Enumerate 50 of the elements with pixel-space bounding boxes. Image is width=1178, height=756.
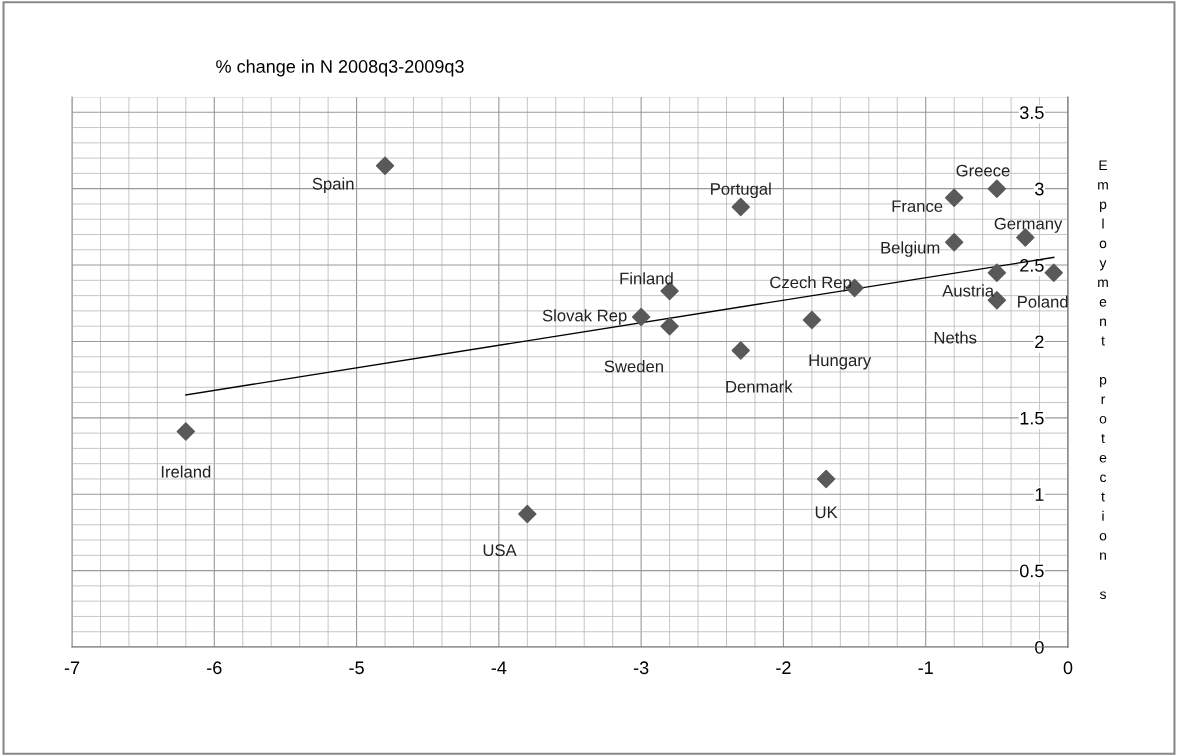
x-tick-label: -7: [64, 661, 80, 674]
chart-title: % change in N 2008q3-2009q3: [216, 59, 464, 77]
x-tick-label: -4: [491, 661, 507, 674]
y-tick-label: 1.5: [1020, 411, 1044, 425]
point: [944, 188, 964, 208]
annotation: Germany: [994, 217, 1063, 233]
annotation: Greece: [956, 164, 1010, 177]
annotation: Portugal: [711, 182, 771, 199]
annotation: UK: [815, 506, 838, 519]
point: [660, 316, 679, 336]
y-tick-label: 1: [1035, 488, 1044, 501]
point: [731, 341, 750, 360]
annotation: Denmark: [726, 380, 793, 393]
y-tick-label: 2: [1035, 335, 1044, 348]
y-tick-label: 3: [1035, 182, 1044, 196]
point: [987, 263, 1007, 282]
point: [944, 232, 964, 252]
point: [731, 197, 750, 217]
y-tick-label: 0: [1035, 640, 1044, 654]
x-tick-label: -5: [349, 661, 364, 675]
point: [176, 422, 196, 441]
annotation: Sweden: [604, 360, 663, 373]
annotation: USA: [483, 544, 517, 557]
annotation: Poland: [1018, 295, 1068, 308]
annotation: Spain: [312, 177, 354, 193]
annotation: Hungary: [809, 354, 872, 370]
x-tick-label: 0: [1063, 661, 1073, 675]
annotation: Czech Rep: [770, 276, 852, 292]
y-tick-label: 2.5: [1020, 258, 1044, 272]
annotation: Finland: [620, 272, 673, 285]
point: [802, 310, 822, 330]
y-tick-label: 3.5: [1019, 106, 1044, 119]
annotation: Neths: [934, 331, 977, 344]
point: [987, 179, 1007, 198]
annotation: Austria: [942, 284, 995, 297]
y-tick-label: 0.5: [1020, 564, 1044, 578]
point: [1044, 263, 1063, 282]
x-tick-label: -1: [918, 661, 933, 674]
text: Employment protection s: [1098, 160, 1108, 599]
point: [816, 469, 836, 489]
point: [631, 307, 651, 327]
x-tick-label: -3: [633, 661, 649, 675]
annotation: Belgium: [881, 241, 940, 257]
annotation: France: [892, 200, 943, 213]
x-tick-label: -6: [207, 661, 222, 675]
annotation: Ireland: [161, 465, 211, 478]
point: [375, 156, 395, 175]
x-tick-label: -2: [776, 661, 791, 674]
point: [518, 504, 537, 524]
annotation: Slovak Rep: [542, 309, 627, 325]
